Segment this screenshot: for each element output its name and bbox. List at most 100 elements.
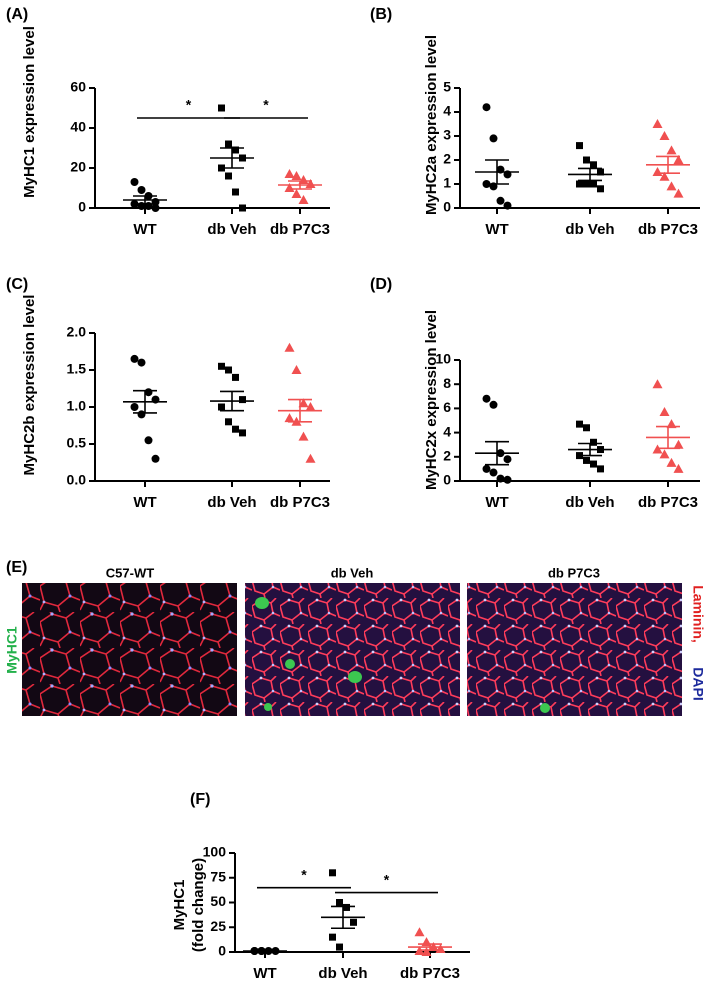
x-tick-label: db P7C3 [270,494,330,511]
y-tick-label: 2 [443,448,451,464]
x-tick-label: WT [485,221,508,238]
data-point [151,204,160,212]
data-point [329,933,336,941]
data-point [239,396,246,404]
data-point [590,438,597,446]
data-point [284,413,295,423]
x-tick-label: db Veh [565,494,614,511]
data-point [305,402,316,411]
y-tick-label: 0 [443,472,451,488]
image-title: db P7C3 [548,565,600,580]
data-point [666,457,677,467]
y-tick-label: 2.0 [67,324,87,340]
data-point [130,403,139,411]
data-point [130,354,139,363]
y-tick-label: 8 [443,375,451,391]
significance-label: * [186,97,192,113]
y-tick-label: 25 [210,918,226,934]
data-point [336,899,343,906]
micrograph [22,583,237,716]
panel-label: (E) [6,559,27,576]
data-point [503,475,512,484]
panel-label: (A) [6,6,28,23]
y-tick-label: 0 [218,943,226,959]
x-tick-label: db P7C3 [270,221,330,238]
data-point [496,474,505,483]
data-point [414,927,425,937]
y-axis-label: (fold change) [190,858,207,952]
data-point [284,169,295,178]
data-point [597,465,604,473]
micrograph [245,583,460,716]
data-point [225,366,232,374]
data-point [482,103,491,112]
data-point [225,418,232,426]
stain-label: DAPI [690,667,706,700]
data-point [489,468,498,477]
data-point [590,460,597,468]
data-point [298,398,309,408]
data-point [137,186,146,194]
y-tick-label: 20 [70,159,86,175]
data-point [329,869,336,877]
significance-label: * [263,97,269,113]
data-point [503,201,512,210]
data-point [291,171,302,180]
data-point [673,439,684,449]
data-point [284,342,295,352]
y-tick-label: 2 [443,151,451,167]
y-tick-label: 0.5 [67,435,87,451]
significance-label: * [384,871,390,887]
data-point [130,178,139,186]
x-tick-label: db P7C3 [638,494,698,511]
panel-label: (C) [6,276,28,293]
y-tick-label: 100 [203,844,227,860]
x-tick-label: db Veh [207,494,256,511]
data-point [666,145,677,155]
data-point [350,918,357,926]
data-point [218,104,225,112]
data-point [225,140,232,148]
data-point [482,394,491,403]
y-tick-label: 10 [435,351,451,367]
data-point [144,436,153,445]
x-tick-label: db P7C3 [400,965,460,982]
data-point [673,188,684,198]
data-point [583,424,590,432]
stain-label: Laminin, [690,585,706,643]
data-point [421,947,432,956]
stain-label: MyHC1 [4,626,20,674]
y-axis-label: MyHC1 [171,880,188,931]
data-point [673,155,684,164]
data-point [583,156,590,164]
data-point [583,456,590,464]
image-title: db Veh [331,565,374,580]
y-tick-label: 0 [78,199,86,215]
data-point [232,188,239,196]
data-point [305,453,316,463]
data-point [652,167,663,176]
data-point [590,161,597,169]
data-point [597,185,604,193]
data-point [576,180,583,188]
y-tick-label: 75 [210,868,226,884]
green-cells [255,597,550,713]
x-tick-label: db Veh [565,221,614,238]
data-point [659,407,670,417]
y-tick-label: 6 [443,399,451,415]
y-tick-label: 1.5 [67,361,87,377]
data-point [673,463,684,473]
data-point [218,362,225,370]
y-tick-label: 1.0 [67,398,87,414]
data-point [576,142,583,150]
data-point [239,429,246,437]
data-point [151,454,160,463]
y-tick-label: 5 [443,79,451,95]
data-point [343,903,350,911]
data-point [232,146,239,154]
data-point [291,189,302,198]
data-point [583,180,590,188]
data-point [659,171,670,181]
panel-label: (B) [370,6,392,23]
